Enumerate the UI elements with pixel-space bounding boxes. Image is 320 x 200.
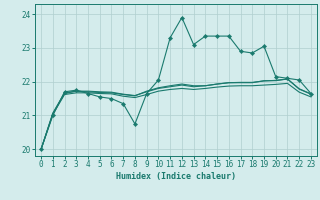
X-axis label: Humidex (Indice chaleur): Humidex (Indice chaleur) xyxy=(116,172,236,181)
